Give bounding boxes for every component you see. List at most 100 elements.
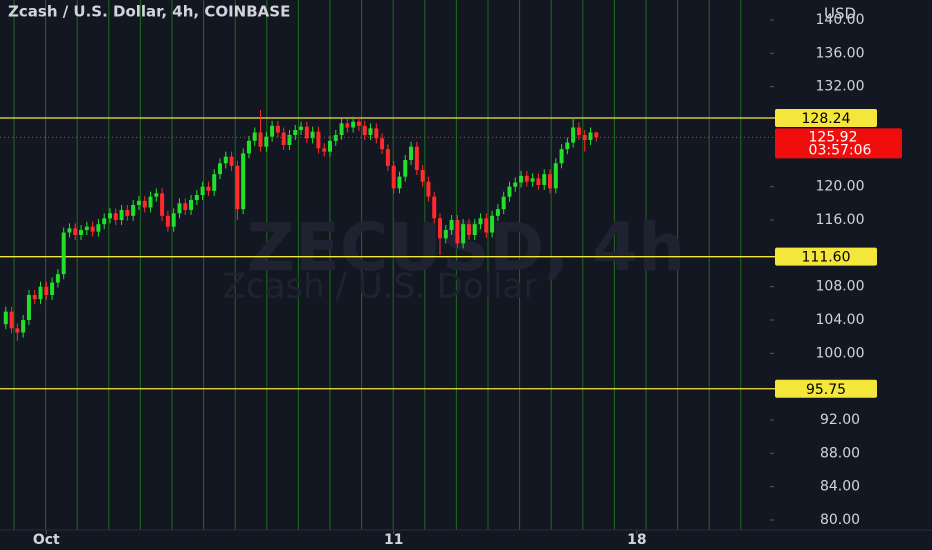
level-label-box: [775, 379, 877, 398]
candle-body: [472, 224, 477, 235]
candle-body: [189, 200, 194, 210]
last-price-label: 125.92: [809, 129, 858, 145]
y-tick-label: 140.00: [816, 12, 865, 28]
watermark: ZECUSD, 4h: [247, 209, 685, 286]
y-tick-label: 116.00: [816, 212, 865, 228]
countdown: 03:57:06: [809, 142, 872, 158]
vertical-lines: [13, 0, 742, 530]
candle-body: [588, 132, 593, 140]
candle-body: [484, 218, 489, 233]
level-label: 95.75: [806, 382, 846, 398]
candle-body: [478, 218, 483, 225]
candle-body: [270, 125, 275, 137]
candle-body: [548, 174, 552, 189]
candle-body: [241, 153, 246, 210]
candle-body: [73, 228, 78, 235]
plot: 80.00 84.00 88.00 92.00 100.00 104.00 108.00 12…: [0, 12, 902, 548]
candle-body: [113, 213, 118, 220]
y-tick-label: 80.00: [820, 512, 860, 528]
candle-body: [154, 193, 159, 197]
candle-body: [524, 175, 529, 182]
candle-body: [38, 286, 43, 300]
candle-body: [171, 213, 176, 227]
candle-body: [490, 215, 495, 233]
candle-body: [391, 165, 396, 189]
candle-body: [403, 160, 408, 177]
candle-body: [293, 130, 298, 135]
candle-body: [351, 121, 356, 128]
candle-body: [362, 125, 367, 135]
candle-body: [339, 123, 344, 135]
candle-body: [542, 174, 547, 185]
y-tick-label: 120.00: [816, 179, 865, 195]
candle-body: [438, 218, 442, 239]
candle-body: [258, 132, 263, 147]
x-tick-label: Oct: [33, 532, 60, 548]
x-tick-label: 18: [627, 532, 646, 548]
candle-body: [426, 181, 431, 197]
candle-body: [55, 274, 60, 283]
candle-body: [281, 132, 286, 145]
candle-body: [194, 195, 199, 200]
y-tick-label: 100.00: [816, 345, 865, 361]
candle-body: [559, 149, 564, 164]
candle-body: [328, 140, 332, 152]
candle-body: [287, 135, 292, 145]
candle-body: [322, 148, 327, 152]
candle-body: [466, 224, 471, 235]
candle-body: [432, 196, 437, 219]
candle-body: [385, 149, 390, 166]
candle-body: [148, 196, 153, 208]
candle-body: [374, 128, 379, 139]
candle-body: [507, 186, 512, 197]
candle-body: [32, 295, 37, 300]
candle-body: [67, 228, 72, 233]
candle-body: [397, 176, 402, 189]
candle-body: [571, 127, 576, 143]
y-tick-label: 108.00: [816, 279, 865, 295]
candle-body: [380, 138, 385, 150]
candle-body: [136, 200, 141, 205]
candle-body: [108, 213, 112, 219]
candle-body: [15, 328, 20, 333]
candle-body: [61, 232, 66, 275]
candle-body: [160, 193, 165, 216]
candle-body: [79, 230, 84, 235]
level-label: 111.60: [802, 250, 851, 266]
candle-body: [119, 210, 124, 220]
y-tick-label: 132.00: [816, 79, 865, 95]
candle-body: [495, 209, 500, 216]
currency: USD: [824, 5, 856, 23]
candle-body: [177, 203, 182, 214]
candle-body: [183, 203, 188, 210]
candle-body: [131, 205, 136, 216]
last-price-box: [775, 128, 902, 159]
candle-body: [449, 220, 454, 230]
y-tick-label: 92.00: [820, 412, 860, 428]
candle-body: [536, 178, 541, 185]
candle-body: [461, 224, 466, 244]
y-tick-label: 104.00: [816, 312, 865, 328]
candle-body: [553, 163, 558, 189]
level-label-box: [775, 247, 877, 266]
candle-body: [356, 121, 361, 126]
candle-body: [333, 135, 338, 141]
candle-body: [44, 286, 49, 295]
candle-body: [304, 126, 309, 139]
level-label: 128.24: [802, 111, 851, 127]
candle-body: [96, 224, 101, 232]
candle-body: [414, 146, 419, 170]
candle-body: [252, 132, 257, 141]
candle-body: [519, 175, 524, 183]
candle-body: [9, 311, 14, 329]
candle-body: [21, 320, 26, 333]
y-tick-label: 136.00: [816, 45, 865, 61]
candle-body: [229, 156, 234, 166]
candle-body: [212, 174, 217, 191]
candle-body: [165, 215, 170, 227]
candle-body: [218, 163, 222, 175]
candle-body: [3, 311, 8, 325]
